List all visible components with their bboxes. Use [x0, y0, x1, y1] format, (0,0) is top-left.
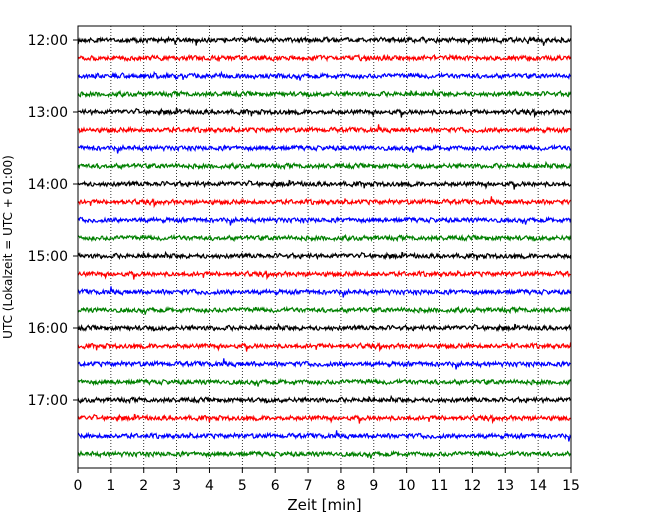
- trace-line: [77, 143, 572, 154]
- trace-line: [77, 233, 572, 243]
- trace-line: [77, 449, 572, 459]
- trace-line: [77, 305, 571, 315]
- x-tick-label: 11: [431, 478, 449, 494]
- trace-line: [77, 215, 572, 226]
- y-tick-label: 12:00: [28, 33, 68, 49]
- trace-line: [77, 322, 572, 333]
- trace-line: [77, 377, 572, 387]
- trace-line: [78, 160, 572, 171]
- x-tick-label: 14: [529, 478, 547, 494]
- x-tick-label: 4: [205, 478, 214, 494]
- trace-line: [77, 430, 572, 442]
- trace-line: [77, 394, 572, 405]
- y-axis-label: UTC (Lokalzeit = UTC + 01:00): [1, 155, 15, 339]
- trace-line: [77, 53, 572, 63]
- trace-line: [77, 250, 572, 261]
- x-tick-label: 1: [106, 478, 115, 494]
- trace-line: [77, 196, 572, 209]
- trace-line: [78, 179, 572, 190]
- x-tick-label: 0: [74, 478, 83, 494]
- x-tick-label: 2: [139, 478, 148, 494]
- x-axis-label: Zeit [min]: [287, 496, 361, 514]
- x-tick-label: 10: [398, 478, 416, 494]
- y-tick-label: 14:00: [28, 177, 68, 193]
- trace-line: [77, 269, 571, 281]
- x-tick-label: 9: [369, 478, 378, 494]
- x-tick-label: 8: [336, 478, 345, 494]
- x-axis-ticks: 0 1 2 3 4 5 6 7 8 9 10 11 12 13 14 15: [74, 468, 580, 494]
- seismic-traces: [77, 35, 572, 459]
- x-tick-label: 13: [496, 478, 514, 494]
- y-tick-label: 15:00: [28, 249, 68, 265]
- trace-line: [77, 107, 572, 119]
- y-tick-label: 17:00: [28, 393, 68, 409]
- trace-line: [77, 341, 572, 353]
- y-axis-ticks: 12:00 13:00 14:00 15:00 16:00 17:00: [28, 33, 78, 409]
- x-tick-label: 7: [304, 478, 313, 494]
- x-tick-label: 5: [238, 478, 247, 494]
- x-tick-label: 6: [271, 478, 280, 494]
- x-tick-label: 3: [172, 478, 181, 494]
- trace-line: [77, 286, 572, 298]
- trace-line: [77, 35, 572, 46]
- trace-line: [77, 358, 571, 370]
- trace-line: [77, 124, 572, 135]
- trace-line: [77, 88, 572, 99]
- x-tick-label: 12: [463, 478, 481, 494]
- trace-line: [77, 413, 572, 425]
- y-tick-label: 16:00: [28, 321, 68, 337]
- y-tick-label: 13:00: [28, 105, 68, 121]
- trace-line: [77, 70, 572, 81]
- plot-frame: [77, 25, 572, 469]
- x-tick-label: 15: [562, 478, 580, 494]
